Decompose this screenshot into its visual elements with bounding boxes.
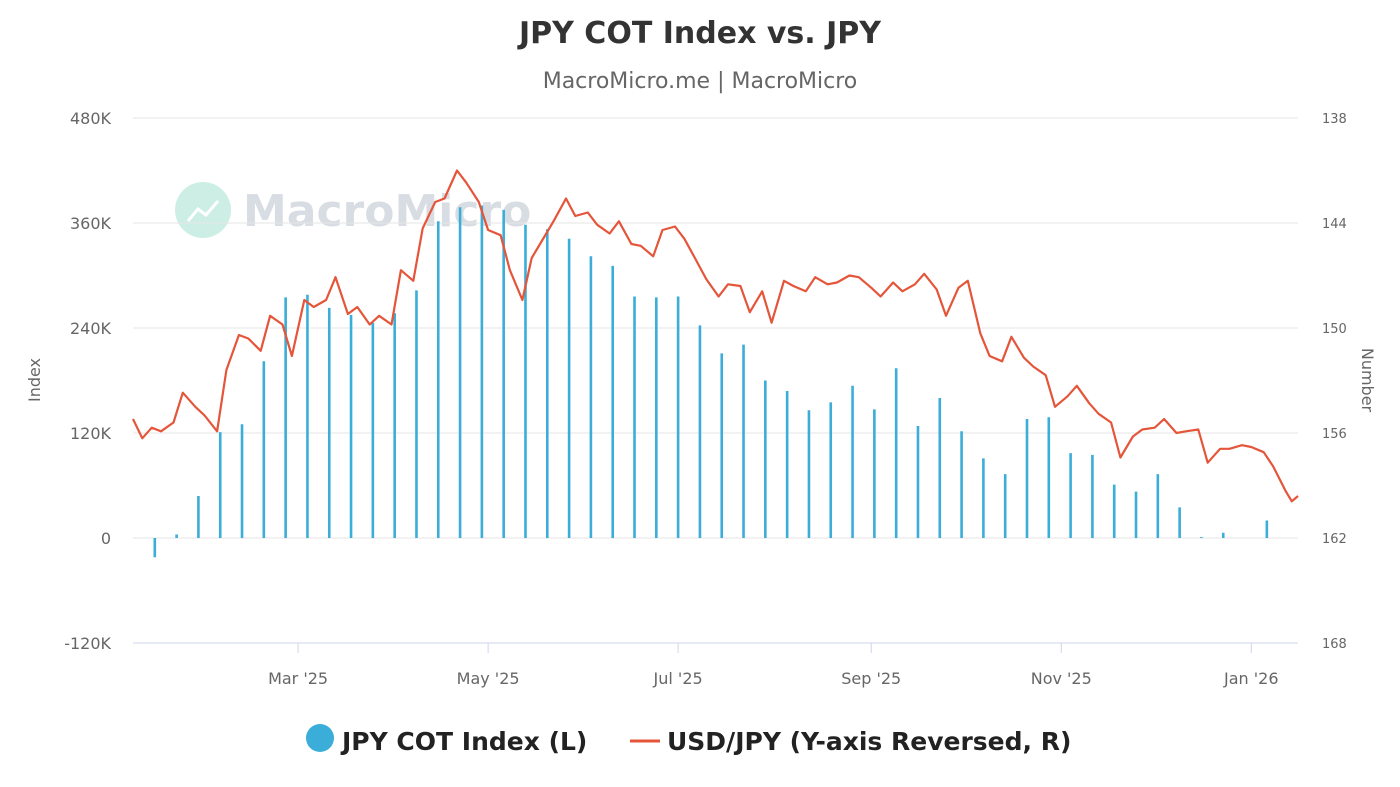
bar: [197, 496, 200, 538]
bar: [807, 410, 811, 538]
bar: [894, 368, 898, 538]
left-tick-label: 240K: [70, 319, 112, 338]
bar: [393, 313, 396, 538]
bar: [415, 290, 418, 538]
left-tick-label: 480K: [70, 109, 112, 128]
bar: [436, 221, 440, 538]
legend-swatch-bar-icon: [306, 724, 334, 752]
right-tick-label: 162: [1322, 532, 1347, 547]
left-tick-label: 120K: [70, 424, 112, 443]
bar: [589, 256, 593, 538]
bar: [676, 296, 680, 538]
bar: [764, 380, 767, 538]
x-axis-ticks: Mar '25 May '25 Jul '25 Sep '25 Nov '25 Jan '…: [268, 643, 1279, 688]
left-tick-label: 0: [101, 529, 111, 548]
bar: [720, 353, 724, 538]
x-tick-label: May '25: [457, 669, 520, 688]
right-axis-label: Number: [1358, 348, 1377, 413]
right-tick-label: 150: [1322, 322, 1347, 337]
bar: [633, 296, 636, 538]
bar: [611, 265, 615, 538]
bar: [916, 426, 920, 538]
right-tick-label: 138: [1322, 112, 1347, 127]
bar: [829, 402, 833, 538]
bar: [371, 322, 375, 538]
right-tick-label: 156: [1322, 427, 1347, 442]
right-tick-label: 168: [1322, 637, 1347, 652]
bar: [1091, 454, 1094, 538]
bar: [1047, 417, 1051, 538]
bar: [240, 424, 244, 538]
bar: [545, 229, 549, 538]
watermark-logo-icon: [175, 182, 231, 238]
left-axis-ticks: -120K 0 120K 240K 360K 480K: [64, 109, 111, 653]
watermark-text: MacroMicro: [243, 186, 531, 237]
x-tick-label: Mar '25: [268, 669, 328, 688]
left-tick-label: 360K: [70, 214, 112, 233]
bar: [938, 398, 942, 538]
bar: [1112, 484, 1116, 538]
bar: [1265, 520, 1269, 538]
bar: [1178, 507, 1181, 538]
bar: [262, 361, 266, 538]
bar: [960, 431, 963, 538]
bar: [1069, 453, 1072, 538]
bar: [284, 297, 287, 538]
x-tick-label: Jan '26: [1223, 669, 1279, 688]
bar: [1200, 537, 1203, 539]
right-axis-ticks: 138 144 150 156 162 168: [1322, 112, 1347, 652]
bar: [502, 209, 505, 538]
chart-title: JPY COT Index vs. JPY: [517, 16, 882, 51]
x-tick-label: Jul '25: [653, 669, 703, 688]
line-series-usd-jpy: [132, 169, 1299, 503]
right-tick-label: 144: [1322, 217, 1347, 232]
bar: [567, 238, 571, 538]
legend: JPY COT Index (L) USD/JPY (Y-axis Revers…: [306, 724, 1071, 756]
bar: [175, 534, 178, 538]
bar: [1003, 474, 1007, 538]
bar: [306, 294, 309, 538]
gridlines: [133, 117, 1298, 539]
bar: [1025, 419, 1029, 538]
watermark-logo-line: [186, 200, 220, 222]
x-tick-label: Nov '25: [1031, 669, 1092, 688]
bar: [851, 385, 854, 538]
bar: [153, 538, 157, 558]
watermark: MacroMicro: [175, 182, 531, 238]
left-tick-label: -120K: [64, 634, 111, 653]
legend-label-cot-index: JPY COT Index (L): [340, 727, 587, 756]
chart-subtitle: MacroMicro.me | MacroMicro: [543, 69, 858, 94]
bar-series-jpy-cot-index: [153, 205, 1269, 558]
bar: [349, 314, 353, 538]
bar: [655, 297, 658, 538]
bar: [1221, 532, 1225, 538]
bar: [785, 391, 789, 538]
bar: [982, 458, 985, 538]
bar: [218, 432, 222, 538]
bar: [1156, 474, 1160, 538]
left-axis-label: Index: [25, 358, 44, 402]
bar: [524, 224, 527, 538]
legend-label-usd-jpy: USD/JPY (Y-axis Reversed, R): [667, 727, 1071, 756]
bar: [698, 325, 702, 538]
bar: [742, 344, 745, 538]
bar: [1134, 491, 1138, 538]
bar: [873, 409, 876, 538]
bar: [327, 307, 331, 538]
x-tick-label: Sep '25: [841, 669, 901, 688]
legend-item-usd-jpy[interactable]: USD/JPY (Y-axis Reversed, R): [630, 727, 1071, 756]
legend-item-cot-index[interactable]: JPY COT Index (L): [306, 724, 587, 756]
bar: [480, 205, 484, 538]
bar: [458, 207, 462, 538]
